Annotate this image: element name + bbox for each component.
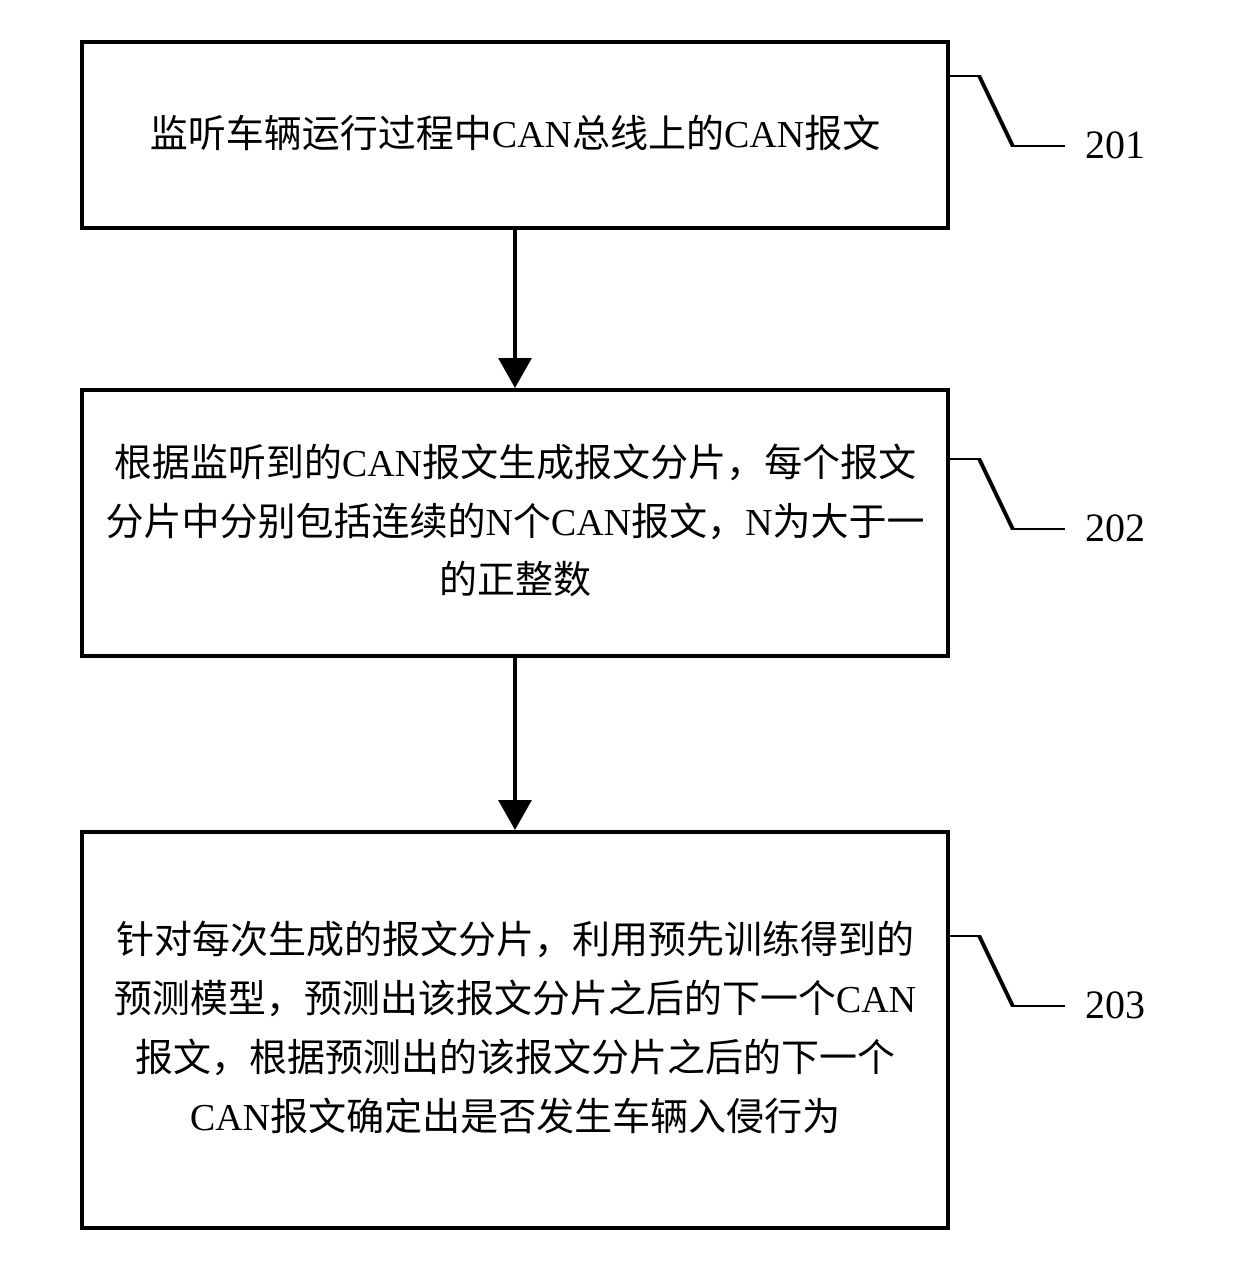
flow-step-step1: 监听车辆运行过程中CAN总线上的CAN报文: [80, 40, 950, 230]
flow-step-step3: 针对每次生成的报文分片，利用预先训练得到的预测模型，预测出该报文分片之后的下一个…: [80, 830, 950, 1230]
label-connector: [950, 75, 1065, 147]
flow-arrow: [498, 658, 532, 830]
step-label: 203: [1085, 981, 1145, 1028]
label-connector: [950, 458, 1065, 530]
label-connector: [950, 935, 1065, 1007]
flow-step-step2: 根据监听到的CAN报文生成报文分片，每个报文分片中分别包括连续的N个CAN报文，…: [80, 388, 950, 658]
step-label: 201: [1085, 121, 1145, 168]
flow-step-text: 根据监听到的CAN报文生成报文分片，每个报文分片中分别包括连续的N个CAN报文，…: [104, 435, 926, 612]
step-label: 202: [1085, 504, 1145, 551]
flow-step-text: 监听车辆运行过程中CAN总线上的CAN报文: [150, 106, 880, 165]
flow-arrow: [498, 230, 532, 388]
flow-step-text: 针对每次生成的报文分片，利用预先训练得到的预测模型，预测出该报文分片之后的下一个…: [104, 912, 926, 1148]
flowchart-canvas: 监听车辆运行过程中CAN总线上的CAN报文 201 根据监听到的CAN报文生成报文分…: [0, 0, 1240, 1267]
